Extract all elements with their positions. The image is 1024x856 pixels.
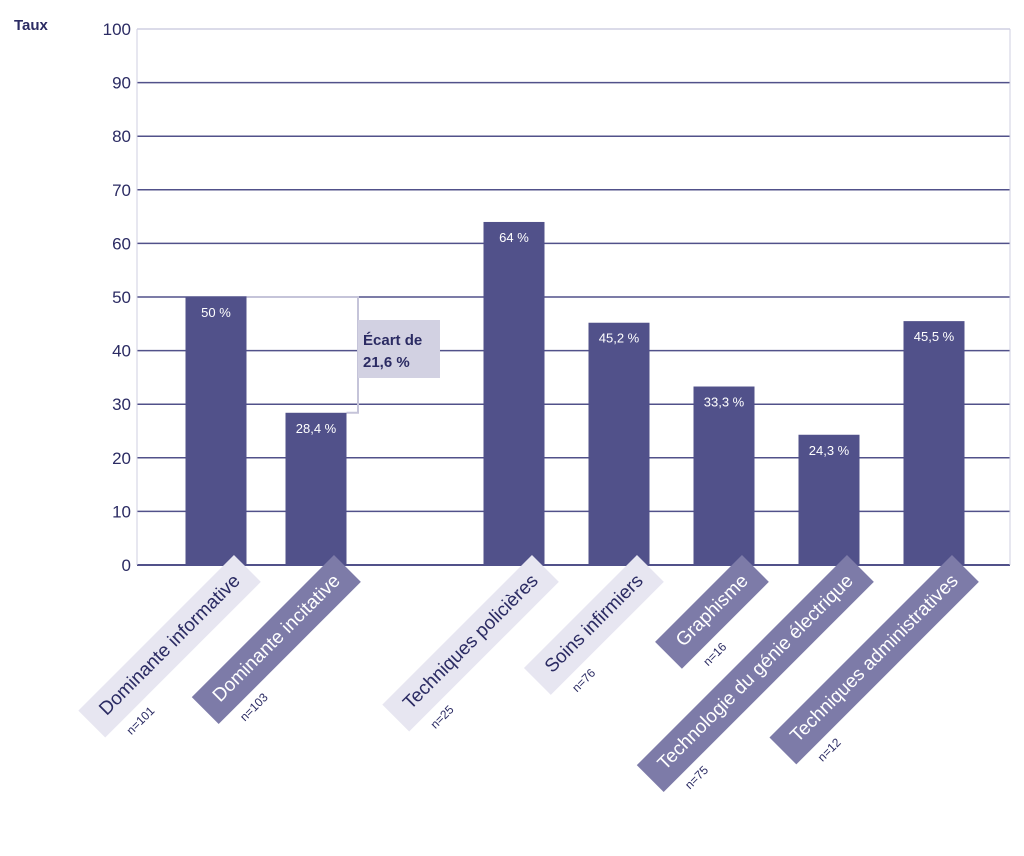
bar bbox=[588, 322, 650, 565]
category-label-band bbox=[655, 554, 769, 669]
bars: 50 % 28,4 % 64 % 45,2 % 33,3 % 24,3 % 45,5 % bbox=[185, 221, 965, 565]
y-tick-label: 30 bbox=[112, 395, 131, 414]
annotation-line-1: Écart de bbox=[363, 332, 422, 349]
gap-annotation: Écart de 21,6 % bbox=[246, 296, 440, 414]
bar bbox=[483, 221, 545, 565]
data-label: 45,2 % bbox=[599, 331, 640, 346]
category-label-band bbox=[636, 554, 874, 793]
y-tick-label: 70 bbox=[112, 181, 131, 200]
data-label: 45,5 % bbox=[914, 329, 955, 344]
category-label-band bbox=[523, 554, 664, 695]
data-label: 33,3 % bbox=[704, 395, 745, 410]
bar bbox=[185, 297, 247, 565]
bar bbox=[285, 412, 347, 565]
gap-bracket bbox=[246, 296, 359, 414]
y-tick-label: 80 bbox=[112, 127, 131, 146]
data-label: 24,3 % bbox=[809, 443, 850, 458]
category-label-band bbox=[769, 554, 979, 765]
bar bbox=[903, 321, 965, 565]
y-axis-label: Taux bbox=[14, 17, 49, 34]
y-tick-label: 100 bbox=[103, 20, 131, 39]
annotation-line-2: 21,6 % bbox=[363, 354, 410, 371]
category-label: Techniques policières bbox=[399, 571, 542, 714]
data-label: 64 % bbox=[499, 230, 529, 245]
bar bbox=[798, 434, 860, 565]
category-label: Soins infirmiers bbox=[541, 571, 648, 678]
y-tick-label: 40 bbox=[112, 342, 131, 361]
category-label-band bbox=[78, 554, 261, 738]
y-tick-label: 90 bbox=[112, 74, 131, 93]
y-tick-label: 20 bbox=[112, 449, 131, 468]
y-tick-label: 50 bbox=[112, 288, 131, 307]
y-tick-label: 10 bbox=[112, 502, 131, 521]
category-label: Graphisme bbox=[672, 571, 753, 652]
category-label-band bbox=[191, 554, 361, 725]
data-label: 50 % bbox=[201, 305, 231, 320]
data-label: 28,4 % bbox=[296, 421, 337, 436]
y-axis-ticks: 0 10 20 30 40 50 60 70 80 90 100 bbox=[103, 20, 131, 575]
annotation-box bbox=[358, 320, 440, 378]
bar bbox=[693, 386, 755, 565]
category-label-band bbox=[382, 554, 559, 732]
y-tick-label: 60 bbox=[112, 234, 131, 253]
y-tick-label: 0 bbox=[122, 556, 131, 575]
